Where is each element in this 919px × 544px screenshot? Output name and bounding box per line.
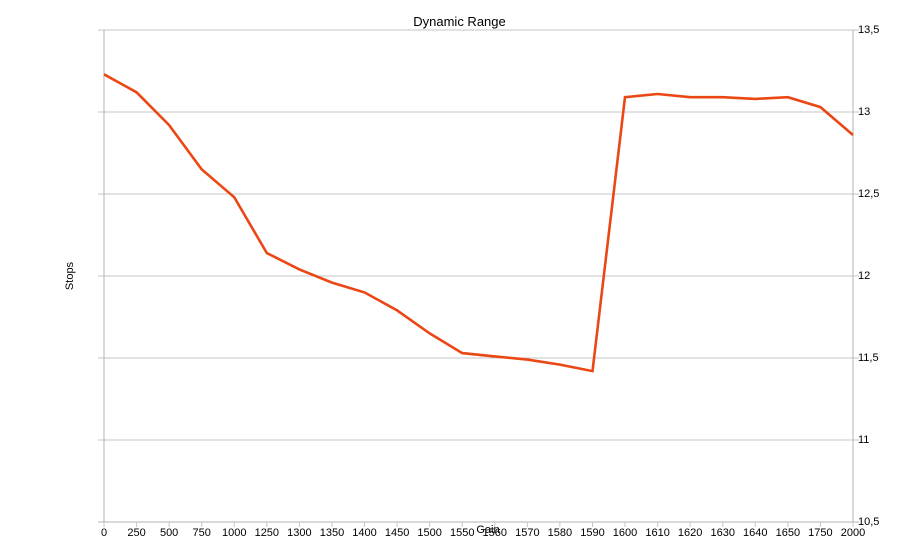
x-tick-label: 1300: [287, 527, 312, 539]
x-tick-label: 2000: [840, 527, 866, 539]
x-tick-label: 750: [192, 527, 211, 539]
y-tick-label: 12: [858, 269, 871, 282]
x-tick-label: 1550: [449, 527, 475, 539]
x-tick-label: 1600: [612, 527, 638, 539]
x-tick-label: 1630: [710, 527, 735, 539]
y-tick-label: 11,5: [858, 351, 879, 364]
x-tick-label: 1580: [547, 527, 573, 539]
y-axis-title: Stops: [64, 261, 76, 291]
x-tick-label: 1400: [352, 527, 377, 539]
x-tick-label: 1000: [222, 527, 247, 539]
x-tick-label: 1500: [417, 527, 442, 539]
x-tick-label: 250: [127, 527, 146, 539]
y-tick-label: 13: [858, 105, 871, 118]
chart-title: Dynamic Range: [413, 14, 506, 29]
x-tick-label: 1250: [254, 527, 280, 539]
x-tick-label: 1450: [384, 527, 410, 539]
y-tick-label: 12,5: [858, 187, 880, 200]
x-axis-title: Gain: [476, 524, 500, 536]
y-tick-label: 11: [858, 433, 870, 446]
x-tick-label: 1350: [319, 527, 345, 539]
x-tick-label: 500: [159, 527, 179, 539]
x-tick-label: 1750: [808, 527, 833, 539]
x-tick-label: 1570: [515, 527, 540, 539]
y-tick-label: 13,5: [858, 23, 880, 36]
y-tick-label: 10,5: [858, 515, 880, 528]
x-tick-label: 1650: [775, 527, 801, 539]
x-tick-label: 0: [100, 527, 108, 539]
x-tick-label: 1620: [677, 527, 703, 539]
x-tick-label: 1590: [580, 527, 605, 539]
x-tick-label: 1610: [645, 527, 670, 539]
data-series-line: [103, 73, 854, 373]
x-tick-label: 1640: [743, 527, 768, 539]
x-tick-label: 1560: [482, 527, 508, 539]
